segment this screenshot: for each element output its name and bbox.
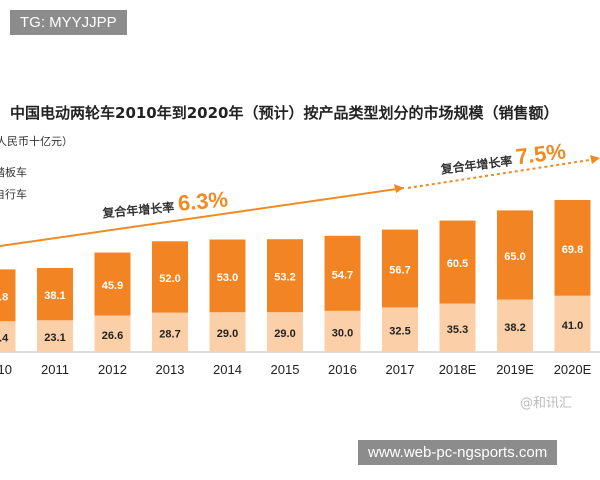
x-tick-label: 2016	[328, 362, 357, 377]
x-tick-label: 2014	[213, 362, 242, 377]
bar-scooter-2010	[0, 269, 16, 322]
data-label: 37.8	[0, 291, 8, 303]
data-label: 32.5	[389, 326, 410, 338]
data-label: 53.2	[274, 272, 295, 284]
source-credit: @和讯汇	[520, 396, 573, 411]
bar-bicycle-2015	[267, 312, 303, 352]
bar-scooter-2013	[152, 241, 188, 313]
data-label: 69.8	[562, 244, 583, 256]
bar-scooter-2015	[267, 239, 303, 313]
chart-title: 中国电动两轮车2010年到2020年（预计）按产品类型划分的市场规模（销售额）	[10, 104, 559, 122]
data-label: 56.7	[389, 265, 410, 277]
bar-bicycle-2013	[152, 312, 188, 352]
bar-scooter-2019E	[497, 210, 533, 300]
data-label: 23.1	[44, 332, 65, 344]
data-label: 65.0	[504, 251, 525, 263]
bar-scooter-2011	[37, 268, 73, 321]
bar-bicycle-2019E	[497, 299, 533, 352]
data-label: 38.2	[504, 322, 525, 334]
cagr-arrowhead-2	[590, 155, 600, 164]
data-label: 22.4	[0, 333, 9, 345]
bar-scooter-2012	[94, 252, 131, 316]
data-label: 28.7	[159, 328, 180, 340]
bar-bicycle-2014	[209, 312, 246, 352]
x-tick-label: 2015	[271, 362, 300, 377]
data-label: 60.5	[447, 258, 468, 270]
bar-scooter-2016	[324, 235, 361, 311]
x-tick-label: 2010	[0, 362, 12, 377]
legend-bicycle: 自行车	[0, 188, 27, 201]
x-tick-label: 2011	[41, 362, 69, 377]
cagr-arrow-1	[0, 187, 405, 247]
data-label: 29.0	[217, 328, 238, 340]
bar-bicycle-2017	[382, 307, 418, 352]
legend-scooter: 踏板车	[0, 166, 27, 179]
x-tick-label: 2013	[156, 362, 185, 377]
unit-label: 人民币十亿元）	[0, 135, 73, 148]
bar-scooter-2018E	[439, 220, 476, 304]
x-tick-label: 2017	[386, 362, 415, 377]
bar-scooter-2014	[209, 239, 246, 313]
data-label: 52.0	[159, 273, 180, 285]
data-label: 26.6	[102, 330, 123, 342]
data-label: 53.0	[217, 272, 238, 284]
bar-bicycle-2012	[94, 315, 131, 352]
x-tick-label: 2020E	[554, 362, 592, 377]
x-tick-label: 2012	[98, 362, 127, 377]
x-tick-label: 2019E	[496, 362, 534, 377]
cagr-arrow-2	[407, 158, 597, 189]
watermark-bottom: www.web-pc-ngsports.com	[358, 440, 558, 465]
bar-bicycle-2020E	[554, 295, 591, 352]
bar-bicycle-2016	[324, 310, 361, 352]
x-tick-label: 2018E	[439, 362, 477, 377]
cagr-arrowhead-1	[394, 184, 404, 193]
bar-scooter-2020E	[554, 199, 591, 296]
bar-bicycle-2010	[0, 321, 16, 352]
bar-bicycle-2011	[37, 320, 73, 352]
data-label: 35.3	[447, 324, 468, 336]
data-label: 38.1	[44, 290, 65, 302]
data-label: 41.0	[562, 320, 583, 332]
data-label: 54.7	[332, 269, 353, 281]
bar-scooter-2017	[382, 229, 418, 308]
data-label: 45.9	[102, 280, 123, 292]
bar-bicycle-2018E	[439, 303, 476, 352]
data-label: 29.0	[274, 328, 295, 340]
data-label: 30.0	[332, 327, 353, 339]
watermark-top: TG: MYYJJPP	[10, 10, 127, 35]
